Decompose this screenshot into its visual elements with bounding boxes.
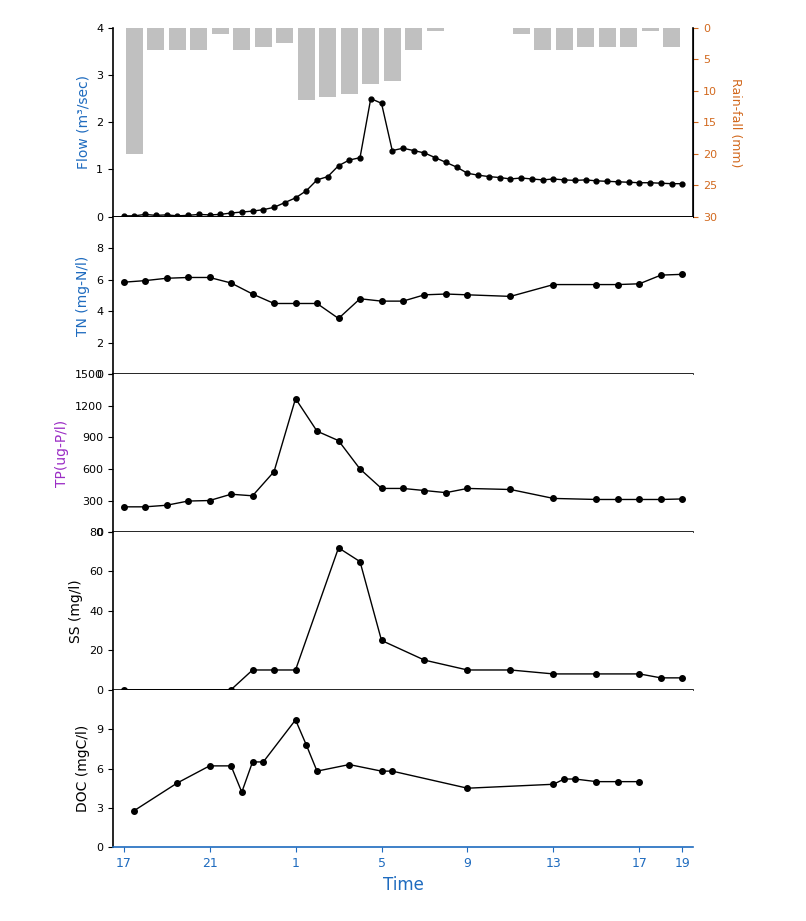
Y-axis label: TP(ug-P/l): TP(ug-P/l) (56, 420, 69, 487)
Y-axis label: SS (mg/l): SS (mg/l) (69, 579, 84, 643)
Bar (255, 28, 272, 47)
Bar (426, 28, 444, 30)
Bar (405, 28, 422, 50)
Bar (663, 28, 680, 47)
X-axis label: Time: Time (383, 876, 423, 893)
Y-axis label: Flow (m³/sec): Flow (m³/sec) (77, 76, 90, 169)
Y-axis label: Rain-fall (mm): Rain-fall (mm) (729, 77, 742, 167)
Bar (212, 28, 229, 34)
Y-axis label: TN (mg-N/l): TN (mg-N/l) (77, 255, 90, 336)
Bar (126, 28, 143, 154)
Bar (534, 28, 551, 50)
Bar (190, 28, 207, 50)
Bar (599, 28, 616, 47)
Bar (168, 28, 186, 50)
Bar (577, 28, 594, 47)
Bar (233, 28, 251, 50)
Bar (642, 28, 659, 30)
Bar (276, 28, 293, 43)
Bar (513, 28, 530, 34)
Bar (147, 28, 164, 50)
Bar (620, 28, 638, 47)
Bar (384, 28, 401, 81)
Bar (555, 28, 573, 50)
Bar (341, 28, 358, 94)
Bar (362, 28, 380, 85)
Bar (319, 28, 336, 97)
Bar (297, 28, 315, 100)
Y-axis label: DOC (mgC/l): DOC (mgC/l) (77, 725, 90, 812)
